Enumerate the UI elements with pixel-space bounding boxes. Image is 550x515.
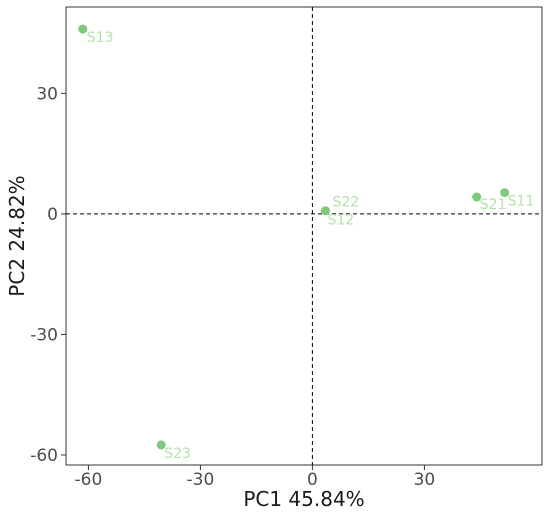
y-axis-title: PC2 24.82% bbox=[5, 175, 29, 296]
x-tick-label: 0 bbox=[307, 470, 318, 490]
y-tick-label: -30 bbox=[30, 325, 58, 345]
x-tick-label: 30 bbox=[414, 470, 436, 490]
x-axis-title: PC1 45.84% bbox=[243, 487, 364, 511]
y-tick-label: 0 bbox=[47, 205, 58, 225]
y-tick-label: -60 bbox=[30, 446, 58, 466]
point-label: S23 bbox=[164, 446, 191, 462]
data-point bbox=[156, 440, 166, 450]
plot-panel bbox=[65, 6, 543, 466]
data-point bbox=[78, 24, 88, 34]
data-point bbox=[320, 206, 330, 216]
data-point bbox=[500, 188, 510, 198]
point-label: S13 bbox=[87, 30, 114, 46]
data-points bbox=[78, 24, 510, 450]
point-label: S11 bbox=[508, 194, 535, 210]
point-labels: S13 S22 S12 S21 S11 S23 bbox=[87, 30, 535, 462]
point-label: S22 bbox=[332, 195, 359, 211]
y-axis-ticks: -60 -30 0 30 bbox=[30, 84, 66, 466]
point-label: S21 bbox=[480, 197, 507, 213]
data-point bbox=[472, 192, 482, 202]
point-label: S12 bbox=[327, 213, 354, 229]
x-axis-ticks: -60 -30 0 30 bbox=[75, 465, 436, 490]
x-tick-label: -30 bbox=[187, 470, 215, 490]
y-tick-label: 30 bbox=[36, 84, 58, 104]
x-tick-label: -60 bbox=[75, 470, 103, 490]
reference-lines bbox=[66, 7, 542, 465]
